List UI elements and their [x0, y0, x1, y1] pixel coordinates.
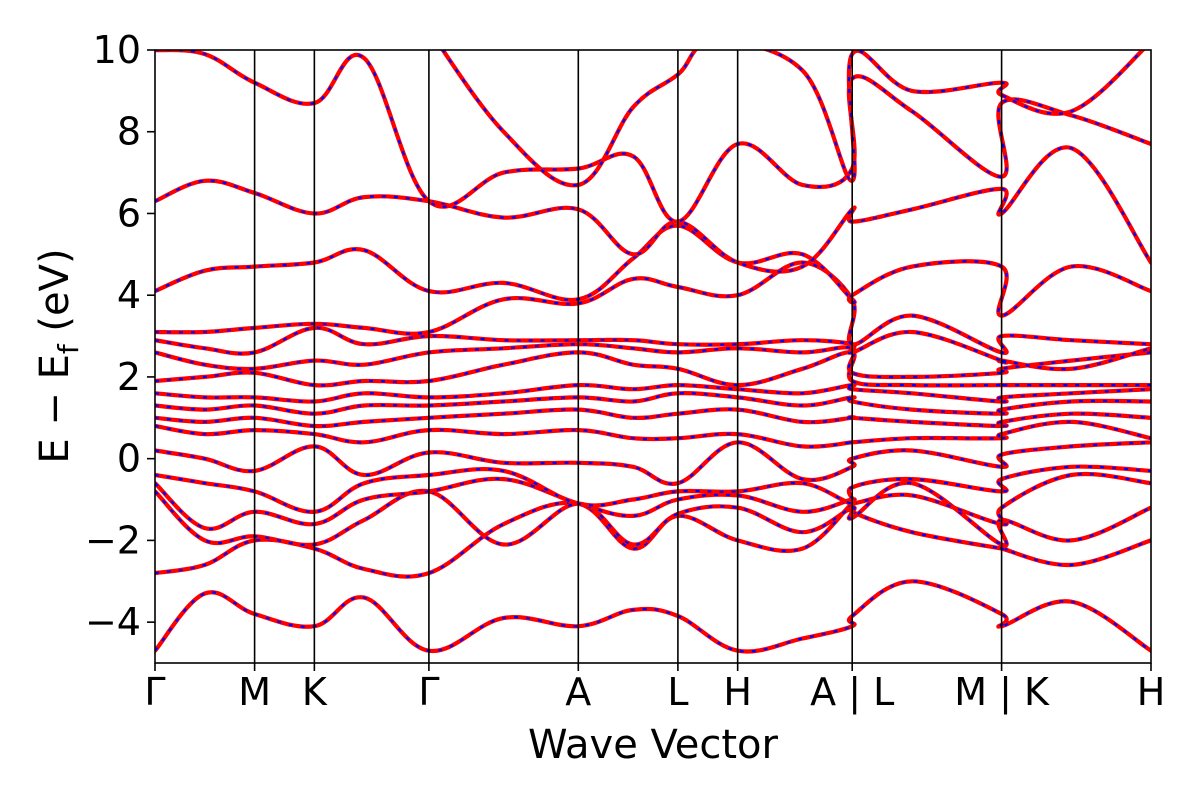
y-tick-label: 2: [117, 355, 141, 399]
y-axis-ticks: 10 8 6 4 2 0 −2 −4: [85, 28, 155, 644]
band-line-dashed-6: [155, 441, 1151, 486]
y-tick-label: −4: [85, 600, 141, 644]
x-tick-label: M: [238, 670, 271, 714]
y-axis-title-sub: f: [52, 343, 85, 354]
x-tick-label: A | L: [810, 670, 894, 715]
x-tick-label: H: [723, 670, 752, 714]
y-axis-title-unit: (eV): [32, 248, 78, 344]
y-tick-label: 6: [117, 191, 141, 235]
x-tick-label: A: [565, 670, 591, 714]
band-line-dashed-16: [155, 146, 1151, 273]
x-tick-label: Γ: [418, 670, 439, 714]
band-line-dashed-17: [155, 50, 1151, 223]
x-tick-label: Γ: [144, 670, 165, 714]
y-axis-title: E − Ef (eV): [32, 248, 85, 463]
y-tick-label: 4: [117, 273, 141, 317]
band-line-15: [155, 223, 1151, 318]
y-tick-label: 8: [117, 110, 141, 154]
plot-frame: [154, 49, 1152, 664]
x-tick-label: M | K: [954, 670, 1050, 715]
x-axis-title: Wave Vector: [528, 722, 779, 768]
kpoint-separator-lines: [253, 50, 1003, 663]
x-tick-label: H: [1137, 670, 1166, 714]
y-axis-title-main: E − E: [32, 354, 78, 464]
y-tick-label: 0: [117, 437, 141, 481]
y-tick-label: 10: [93, 28, 141, 72]
x-tick-label: K: [302, 670, 328, 714]
x-tick-label: L: [667, 670, 688, 714]
y-tick-label: −2: [85, 518, 141, 562]
band-line-dashed-7: [155, 420, 1151, 448]
